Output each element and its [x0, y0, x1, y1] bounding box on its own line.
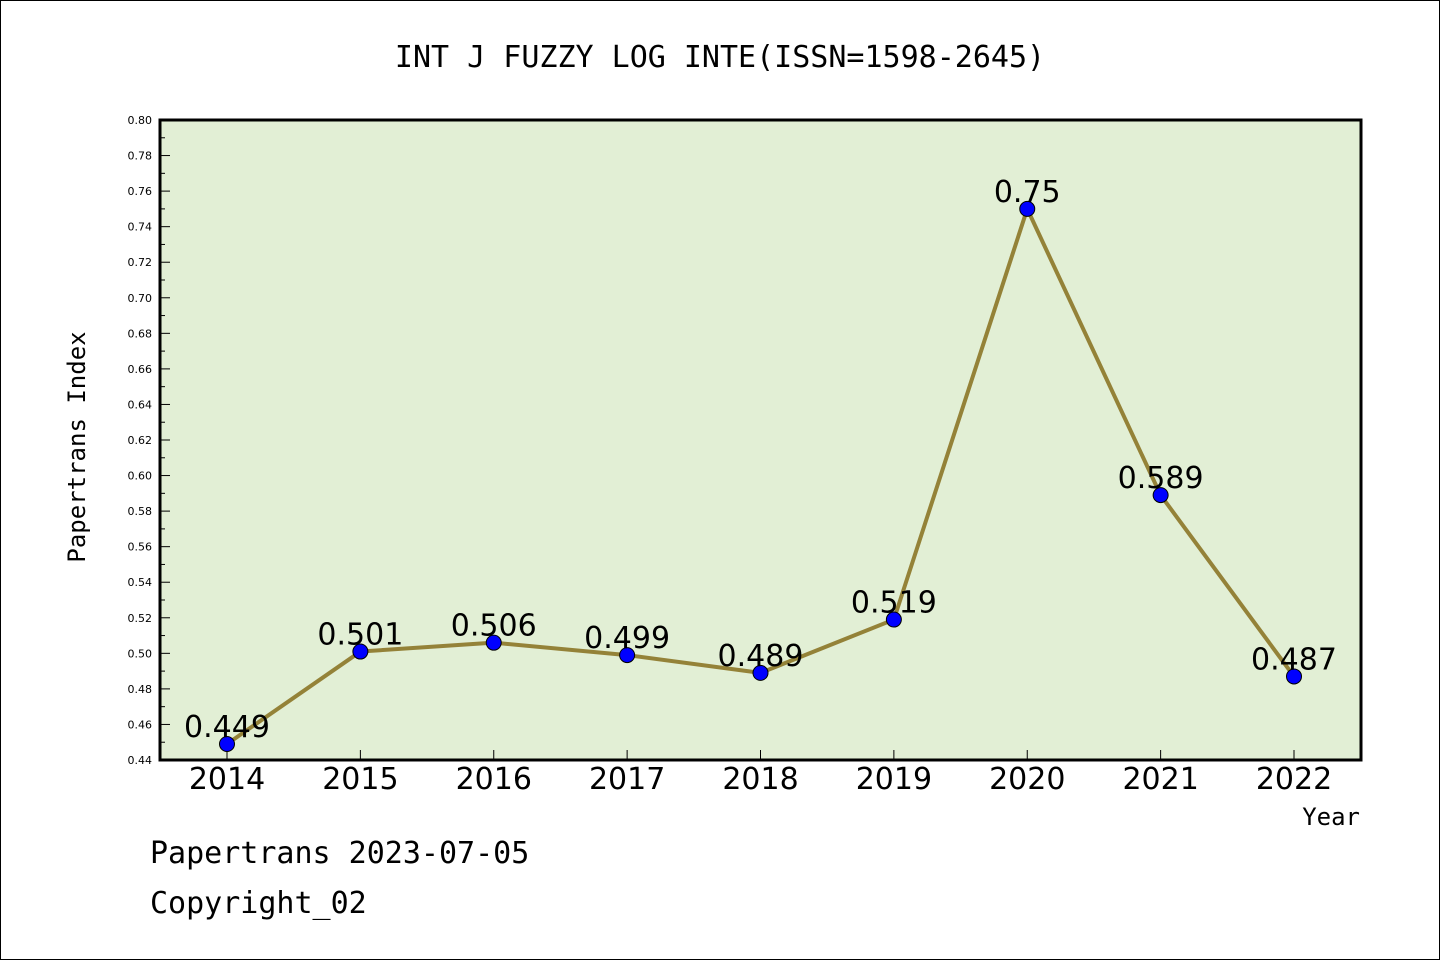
y-tick-label: 0.56: [128, 541, 153, 554]
footer-date: Papertrans 2023-07-05: [150, 836, 530, 871]
x-tick-label: 2019: [856, 762, 932, 797]
x-tick-label: 2017: [589, 762, 665, 797]
data-label: 0.519: [851, 586, 937, 621]
data-point: [1019, 200, 1036, 217]
data-label: 0.506: [451, 609, 537, 644]
y-tick-label: 0.44: [128, 754, 153, 767]
data-point: [619, 647, 636, 664]
y-tick-label: 0.50: [128, 647, 153, 660]
y-tick-label: 0.66: [128, 363, 153, 376]
x-tick-label: 2014: [189, 762, 265, 797]
footer-copyright: Copyright_02: [150, 886, 367, 921]
series: 0.449 0.501 0.506 0.499 0.489 0.519 0.75 0.589 0…: [184, 175, 1337, 752]
x-tick-label: 2021: [1122, 762, 1198, 797]
y-tick-label: 0.70: [128, 292, 153, 305]
data-point: [219, 736, 235, 752]
y-tick-label: 0.48: [128, 683, 153, 696]
data-label: 0.75: [994, 175, 1061, 210]
data-label: 0.501: [317, 618, 403, 653]
data-point: [1286, 668, 1302, 685]
x-axis-label: Year: [1302, 803, 1360, 831]
data-label: 0.489: [718, 639, 804, 674]
chart-title: INT J FUZZY LOG INTE(ISSN=1598-2645): [395, 40, 1045, 75]
y-tick-label: 0.52: [128, 612, 153, 625]
y-tick-label: 0.76: [128, 185, 153, 198]
data-label: 0.487: [1251, 642, 1337, 677]
data-label: 0.589: [1118, 461, 1204, 496]
y-tick-label: 0.46: [128, 718, 153, 731]
y-tick-label: 0.64: [128, 398, 153, 411]
x-axis: 2014 2015 2016 2017 2018 2019 2020 2021 2022: [189, 750, 1332, 797]
y-tick-label: 0.80: [128, 114, 153, 127]
x-tick-label: 2018: [722, 762, 798, 797]
data-point: [352, 643, 369, 660]
y-tick-label: 0.58: [128, 505, 153, 518]
y-tick-label: 0.60: [128, 470, 153, 483]
data-point: [752, 664, 769, 681]
y-tick-label: 0.62: [128, 434, 153, 447]
y-tick-label: 0.74: [128, 221, 153, 234]
y-tick-label: 0.54: [128, 576, 153, 589]
y-axis: 0.44 0.46 0.48 0.50 0.52 0.54 0.56 0.58 0.60 0.62…: [128, 114, 170, 767]
x-tick-label: 2016: [456, 762, 532, 797]
y-axis-label: Papertrans Index: [63, 331, 91, 562]
data-point: [1152, 487, 1169, 504]
data-point: [885, 611, 902, 628]
x-tick-label: 2020: [989, 762, 1065, 797]
y-tick-label: 0.78: [128, 150, 153, 163]
data-point: [485, 634, 502, 651]
y-tick-label: 0.68: [128, 327, 153, 340]
data-label: 0.499: [584, 621, 670, 656]
x-tick-label: 2022: [1256, 762, 1332, 797]
data-label: 0.449: [184, 710, 270, 745]
x-tick-label: 2015: [322, 762, 398, 797]
y-tick-label: 0.72: [128, 256, 153, 269]
